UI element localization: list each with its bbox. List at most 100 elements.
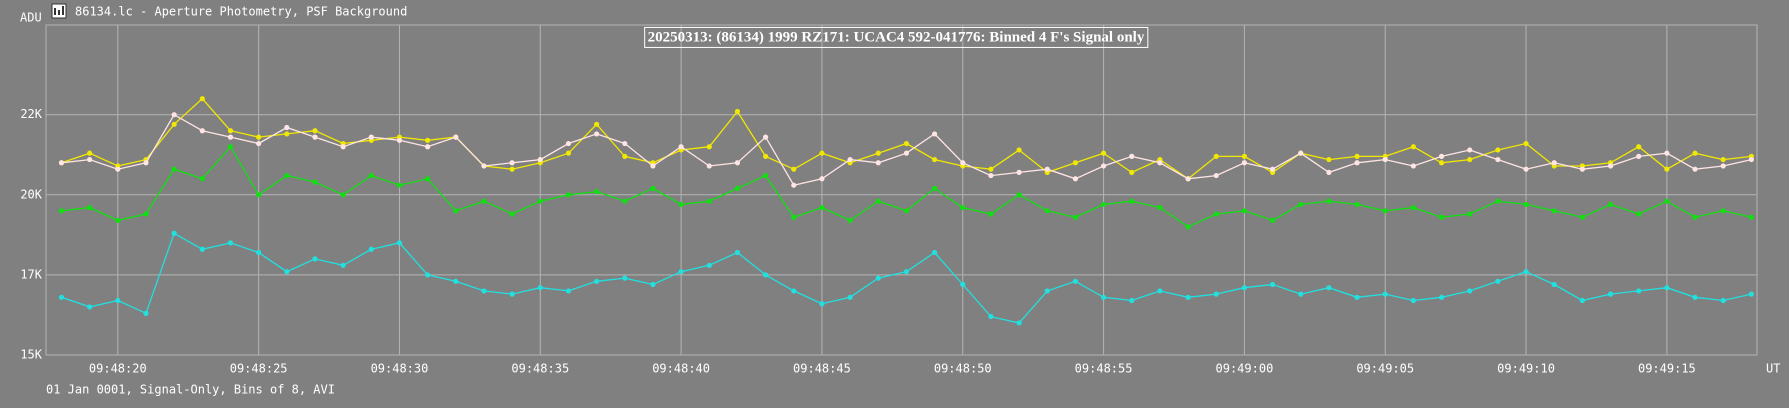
data-point	[396, 137, 403, 143]
label-border	[644, 26, 1149, 48]
data-point	[1636, 288, 1642, 294]
data-point	[312, 134, 318, 140]
data-point	[1269, 166, 1276, 172]
data-point	[1044, 166, 1050, 172]
data-point	[678, 201, 684, 208]
data-point	[537, 156, 543, 163]
data-point	[1044, 208, 1050, 214]
data-point	[1664, 150, 1670, 156]
data-point	[1748, 291, 1754, 297]
data-point	[931, 249, 938, 256]
data-point	[875, 150, 881, 156]
data-point	[1382, 156, 1388, 163]
data-point	[1495, 156, 1501, 163]
y-tick-label: 17K	[20, 267, 42, 281]
y-tick-label: 15K	[20, 348, 42, 362]
data-point	[594, 189, 600, 195]
data-point	[1607, 201, 1614, 208]
data-point	[1213, 172, 1219, 179]
data-point	[706, 198, 712, 204]
data-point	[1157, 205, 1163, 211]
data-point	[368, 134, 374, 140]
data-point	[903, 140, 910, 147]
data-point	[1523, 269, 1529, 275]
data-point	[622, 140, 628, 147]
data-point	[565, 192, 572, 198]
data-point	[284, 124, 290, 131]
data-point	[1495, 278, 1501, 284]
data-point	[537, 285, 543, 291]
data-point	[481, 163, 487, 169]
data-point	[227, 240, 234, 246]
data-point	[875, 160, 881, 166]
data-point	[678, 144, 684, 150]
data-point	[791, 166, 797, 172]
app-icon	[51, 3, 67, 19]
data-point	[819, 301, 825, 307]
data-point	[1607, 163, 1614, 169]
data-point	[115, 297, 121, 304]
data-point	[1382, 208, 1388, 214]
data-point	[425, 272, 431, 278]
data-point	[1692, 150, 1698, 156]
data-point	[1438, 160, 1445, 166]
x-tick-label: 09:49:15	[1638, 362, 1696, 376]
data-point	[903, 208, 910, 214]
data-point	[622, 198, 628, 204]
data-point	[1636, 153, 1642, 159]
data-point	[1410, 163, 1416, 169]
data-point	[1044, 288, 1050, 294]
data-point	[1269, 281, 1276, 288]
data-point	[1495, 198, 1501, 204]
data-point	[650, 185, 656, 191]
data-point	[960, 281, 966, 288]
window-title: 86134.lc - Aperture Photometry, PSF Back…	[75, 5, 407, 19]
data-point	[143, 160, 149, 166]
data-point	[847, 156, 853, 163]
data-point	[819, 150, 825, 156]
chart-label-box: 20250313: (86134) 1999 RZ171: UCAC4 592-…	[644, 26, 1149, 48]
data-point	[791, 182, 797, 188]
data-point	[1213, 153, 1219, 159]
data-point	[1072, 160, 1079, 166]
data-point	[171, 121, 177, 127]
data-point	[594, 121, 600, 127]
data-point	[960, 205, 966, 211]
x-tick-label: 09:48:45	[793, 362, 851, 376]
data-point	[565, 288, 572, 294]
data-point	[1100, 201, 1107, 208]
data-point	[1664, 285, 1670, 291]
data-point	[1551, 281, 1557, 288]
y-tick-label: 22K	[20, 107, 42, 121]
data-point	[1072, 214, 1079, 220]
data-point	[87, 205, 93, 211]
data-point	[58, 208, 65, 214]
data-point	[1185, 224, 1191, 230]
data-point	[903, 269, 910, 275]
data-point	[58, 294, 65, 300]
data-point	[58, 160, 65, 166]
data-point	[791, 214, 797, 220]
data-point	[1213, 211, 1219, 217]
data-point	[1072, 176, 1079, 182]
data-point	[1129, 198, 1135, 204]
data-point	[1157, 288, 1163, 294]
data-point	[1241, 208, 1248, 214]
data-point	[284, 172, 290, 179]
y-axis-label: ADU	[20, 11, 42, 25]
data-point	[1100, 163, 1107, 169]
data-point	[622, 153, 628, 159]
data-point	[368, 172, 374, 179]
data-point	[1692, 166, 1698, 172]
data-point	[791, 288, 797, 294]
data-point	[734, 185, 741, 191]
data-point	[847, 294, 853, 300]
data-point	[1692, 294, 1698, 300]
data-point	[425, 176, 431, 182]
data-point	[1016, 147, 1022, 153]
data-point	[453, 134, 459, 140]
data-point	[1523, 140, 1529, 147]
data-point	[481, 288, 487, 294]
data-point	[931, 131, 938, 137]
data-point	[988, 313, 994, 320]
